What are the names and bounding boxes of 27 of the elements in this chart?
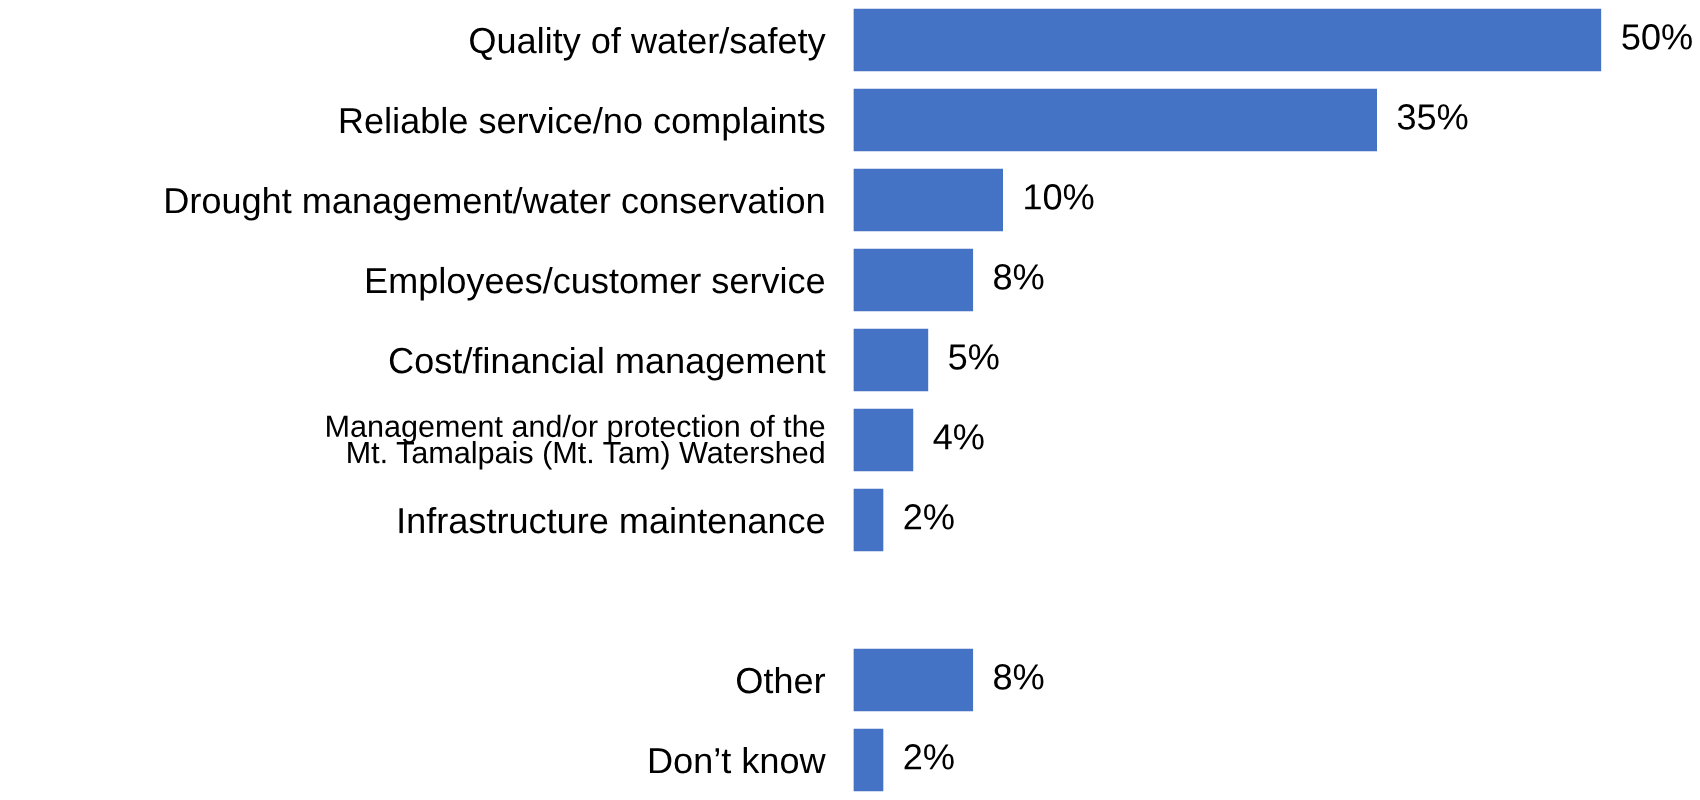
y-tick-label: Cost/financial management (389, 346, 826, 381)
bar (853, 408, 914, 472)
bar (853, 728, 884, 792)
bar (853, 8, 1602, 72)
y-tick-label: Don’t know (649, 746, 826, 774)
y-tick-label: Quality of water/safety (470, 26, 826, 61)
data-label: 2% (904, 504, 954, 530)
y-tick-label: Reliable service/no complaints (340, 106, 825, 141)
bar (853, 648, 974, 712)
bar (853, 488, 884, 552)
bar (853, 328, 929, 392)
y-tick-label: Infrastructure maintenance (399, 506, 825, 534)
bar (853, 168, 1003, 232)
data-label: 4% (933, 424, 984, 450)
y-tick-label: Other (737, 666, 826, 694)
data-label: 5% (949, 344, 999, 370)
data-label: 8% (994, 664, 1044, 690)
data-label: 10% (1025, 184, 1094, 210)
data-label: 8% (994, 264, 1044, 290)
bar (853, 88, 1377, 152)
y-tick-label: Employees/customer service (367, 266, 825, 301)
data-label: 50% (1622, 24, 1692, 50)
y-tick-label: Management and/or protection of the Mt. Tamalpais (Mt. Tam) Watershed (327, 414, 825, 470)
y-tick-label: Drought management/water conservation (166, 186, 824, 221)
data-label: 35% (1397, 104, 1468, 130)
bar (853, 248, 974, 312)
data-label: 2% (904, 744, 954, 770)
